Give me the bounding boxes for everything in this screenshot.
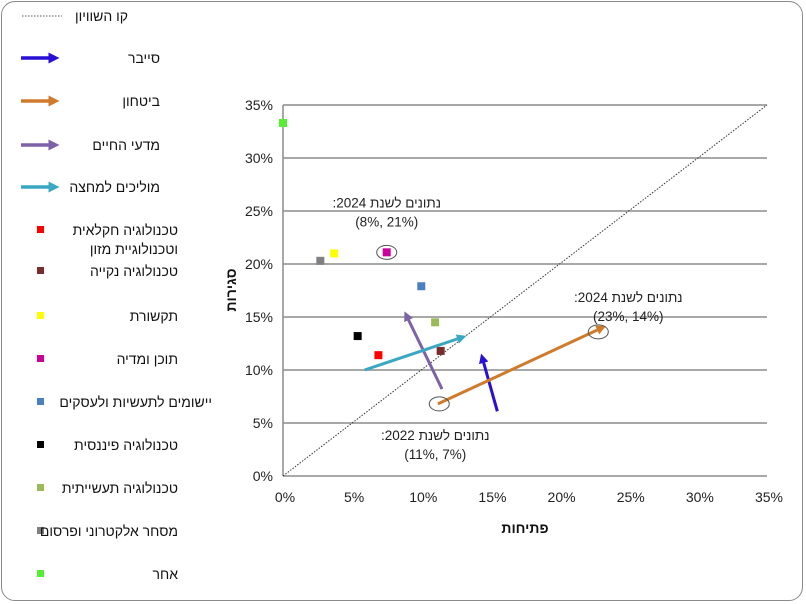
y-tick-label: 35%: [245, 97, 273, 113]
square-marker-icon: [37, 441, 44, 448]
x-tick-label: 10%: [409, 489, 437, 505]
annotation-value: (11%, 7%): [404, 447, 466, 462]
square-marker-icon: [37, 570, 44, 577]
legend-item-point: מסחר אלקטרוני ופרסום: [37, 523, 178, 539]
data-point: [436, 346, 445, 355]
legend-label: טכנולוגיה נקייה: [90, 263, 178, 279]
legend-item-arrow: מדעי החיים: [21, 137, 160, 153]
arrow-mark: [437, 325, 606, 406]
legend-item-point: יישומים לתעשיות ולעסקים: [37, 394, 212, 410]
legend-label: ביטחון: [122, 93, 160, 109]
legend-item-point: טכנולוגיה פיננסית: [37, 437, 178, 453]
legend-item-point: אחר: [37, 566, 178, 582]
x-tick-label: 25%: [617, 489, 645, 505]
legend-label: תוכן ומדיה: [117, 351, 178, 367]
legend-item-point: טכנולוגיה תעשייתית: [37, 480, 178, 496]
annotation-value: (23%, 14%): [593, 309, 664, 324]
data-point: [374, 351, 383, 360]
annotation-title: נתונים לשנת 2024:: [574, 290, 683, 305]
arrow-mark: [364, 334, 467, 372]
arrow-mark: [479, 353, 499, 412]
legend-label: תקשורת: [130, 308, 178, 324]
legend-label: טכנולוגיה חקלאית: [73, 222, 178, 238]
legend-item-point: טכנולוגיה נקייה: [37, 263, 178, 279]
legend-label: יישומים לתעשיות ולעסקים: [59, 394, 212, 410]
legend-label: טכנולוגיה תעשייתית: [62, 480, 178, 496]
data-point: [382, 248, 391, 257]
equality-line: [282, 104, 768, 477]
data-point: [316, 256, 325, 265]
x-axis-label: פתיחות: [501, 520, 548, 536]
y-tick-label: 30%: [245, 150, 273, 166]
square-marker-icon: [37, 226, 44, 233]
y-tick-label: 15%: [245, 309, 273, 325]
legend-item-point: טכנולוגיה חקלאית וטכנולוגיית מזון: [37, 222, 178, 257]
square-marker-icon: [37, 267, 44, 274]
x-tick-label: 30%: [686, 489, 714, 505]
data-point: [279, 119, 287, 128]
x-tick-label: 20%: [548, 489, 576, 505]
legend-item-equality: קו השוויון: [22, 8, 128, 24]
arrow-mark: [404, 311, 444, 390]
legend-item-arrow: מוליכים למחצה: [21, 179, 160, 195]
legend-item-point: תוכן ומדיה: [37, 351, 178, 367]
x-tick-label: 35%: [755, 489, 783, 505]
y-axis-label: סגירות: [223, 268, 239, 311]
annotation-circle: [376, 244, 398, 260]
square-marker-icon: [37, 484, 44, 491]
y-tick-label: 10%: [245, 362, 273, 378]
legend-label: אחר: [153, 566, 179, 582]
legend-label-cont: וטכנולוגיית מזון: [90, 241, 178, 257]
data-point: [353, 332, 362, 341]
legend-item-arrow: סייבר: [21, 50, 160, 66]
annotation-value: (8%, 21%): [355, 214, 418, 229]
legend-label: טכנולוגיה פיננסית: [74, 437, 178, 453]
annotation-circle: [587, 324, 609, 340]
square-marker-icon: [37, 527, 44, 534]
y-tick-label: 0%: [253, 468, 273, 484]
x-tick-label: 0%: [275, 489, 295, 505]
data-point: [417, 282, 426, 291]
data-point: [431, 318, 440, 327]
annotation-title: נתונים לשנת 2022:: [381, 428, 490, 443]
legend-label: קו השוויון: [75, 8, 128, 24]
legend-label: מסחר אלקטרוני ופרסום: [40, 523, 178, 539]
y-tick-label: 25%: [245, 203, 273, 219]
square-marker-icon: [37, 312, 44, 319]
x-tick-label: 5%: [344, 489, 364, 505]
y-tick-label: 20%: [245, 256, 273, 272]
legend-label: מוליכים למחצה: [69, 179, 160, 195]
annotation-circle: [428, 396, 450, 412]
y-tick-label: 5%: [253, 415, 273, 431]
data-point: [330, 249, 339, 258]
x-tick-label: 15%: [478, 489, 506, 505]
legend-label: מדעי החיים: [92, 137, 160, 153]
legend-label: סייבר: [128, 50, 160, 66]
square-marker-icon: [37, 398, 44, 405]
legend-item-arrow: ביטחון: [21, 93, 160, 109]
annotation-title: נתונים לשנת 2024:: [332, 195, 441, 210]
square-marker-icon: [37, 355, 44, 362]
legend-item-point: תקשורת: [37, 308, 178, 324]
